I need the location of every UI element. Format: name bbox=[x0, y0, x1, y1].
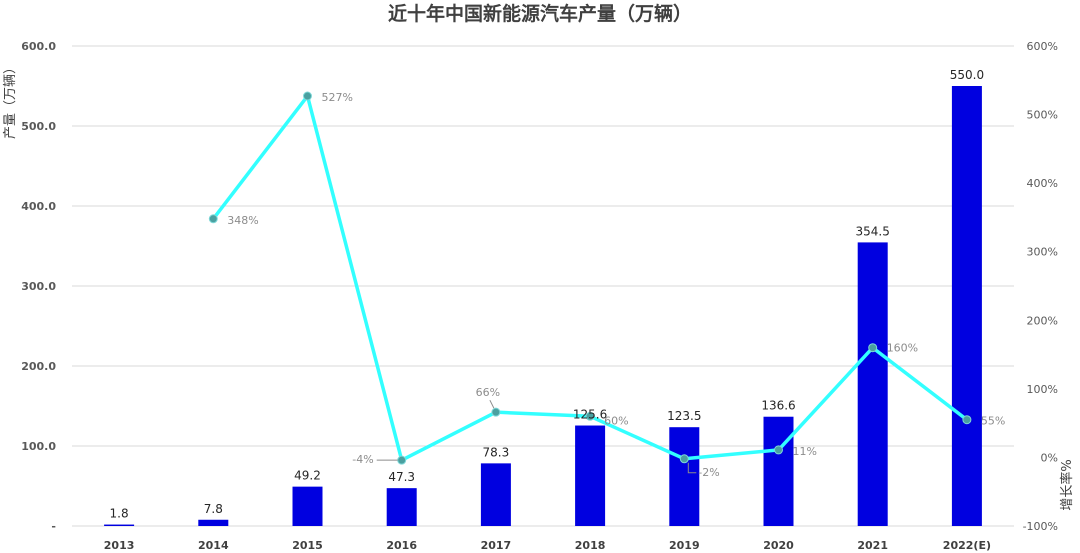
bar-label: 49.2 bbox=[294, 469, 321, 483]
line-point bbox=[303, 91, 312, 101]
right-tick-label: 200% bbox=[1027, 314, 1058, 327]
line-label: 60% bbox=[604, 414, 628, 427]
gridlines bbox=[72, 45, 1014, 527]
bar bbox=[386, 488, 417, 526]
bar bbox=[857, 242, 888, 526]
bar bbox=[198, 519, 229, 526]
bar-label: 136.6 bbox=[761, 399, 795, 413]
line-label: 160% bbox=[887, 342, 918, 355]
right-tick-label: -100% bbox=[1023, 520, 1058, 533]
left-axis-ticks: - 100.0 200.0 300.0 400.0 500.0 600.0 bbox=[21, 40, 56, 533]
x-tick-label: 2022(E) bbox=[943, 539, 991, 552]
right-tick-label: 100% bbox=[1027, 383, 1058, 396]
left-tick-label: 600.0 bbox=[21, 40, 56, 53]
line-label: 55% bbox=[981, 415, 1005, 428]
bar-label: 47.3 bbox=[388, 470, 415, 484]
line-label: 348% bbox=[227, 214, 258, 227]
chart-title: 近十年中国新能源汽车产量（万辆） bbox=[388, 2, 692, 25]
left-tick-label: 200.0 bbox=[21, 360, 56, 373]
x-tick-label: 2021 bbox=[857, 539, 888, 552]
bar bbox=[951, 86, 982, 526]
bar bbox=[575, 425, 606, 526]
bar bbox=[104, 524, 135, 526]
bar-label: 354.5 bbox=[856, 224, 890, 238]
left-tick-label: - bbox=[51, 520, 56, 533]
right-axis-title: 增长率% bbox=[1059, 459, 1075, 510]
line-point bbox=[774, 445, 783, 455]
line-point bbox=[397, 455, 407, 465]
x-axis-ticks: 2013 2014 2015 2016 2017 2018 2019 2020 2021 2022… bbox=[104, 539, 991, 552]
x-tick-label: 2014 bbox=[198, 539, 229, 552]
bar bbox=[763, 416, 794, 526]
bar-label: 1.8 bbox=[110, 507, 129, 521]
bar-label: 123.5 bbox=[667, 409, 701, 423]
line-point bbox=[868, 343, 878, 353]
right-tick-label: 500% bbox=[1027, 109, 1058, 122]
x-tick-label: 2019 bbox=[669, 539, 700, 552]
bar-label: 125.6 bbox=[573, 408, 607, 422]
line-point bbox=[585, 411, 595, 421]
left-axis-title: 产量（万辆） bbox=[3, 61, 18, 139]
right-tick-label: 400% bbox=[1027, 177, 1058, 190]
right-tick-label: 0% bbox=[1041, 451, 1058, 464]
line-label: -4% bbox=[352, 453, 373, 466]
line-point bbox=[679, 454, 689, 464]
right-axis-ticks: -100% 0% 100% 200% 300% 400% 500% 600% bbox=[1023, 40, 1058, 533]
line-label: -2% bbox=[698, 466, 719, 479]
line-labels: 348% 527% -4% 66% 60% -2% 11% 160% 55% bbox=[227, 91, 1005, 479]
right-tick-label: 600% bbox=[1027, 40, 1058, 53]
left-tick-label: 100.0 bbox=[21, 440, 56, 453]
line-label: 66% bbox=[476, 386, 500, 399]
bar-series bbox=[104, 86, 982, 526]
bar-label: 550.0 bbox=[950, 68, 984, 82]
x-tick-label: 2015 bbox=[292, 539, 323, 552]
right-tick-label: 300% bbox=[1027, 246, 1058, 259]
line-point bbox=[491, 407, 501, 417]
x-tick-label: 2016 bbox=[386, 539, 417, 552]
bar bbox=[669, 427, 700, 526]
bar bbox=[292, 486, 323, 526]
bar bbox=[480, 463, 511, 526]
line-series bbox=[208, 91, 972, 465]
line-label: 527% bbox=[322, 91, 353, 104]
left-tick-label: 500.0 bbox=[21, 120, 56, 133]
label-leader bbox=[687, 462, 697, 474]
x-tick-label: 2013 bbox=[104, 539, 135, 552]
bar-label: 78.3 bbox=[483, 445, 510, 459]
x-tick-label: 2018 bbox=[575, 539, 606, 552]
x-tick-label: 2020 bbox=[763, 539, 794, 552]
left-tick-label: 400.0 bbox=[21, 200, 56, 213]
bar-labels: 1.8 7.8 49.2 47.3 78.3 125.6 123.5 136.6 354.5 55… bbox=[110, 68, 985, 521]
left-tick-label: 300.0 bbox=[21, 280, 56, 293]
line-point bbox=[962, 415, 972, 425]
growth-line bbox=[211, 94, 968, 462]
label-leader bbox=[489, 399, 495, 409]
x-tick-label: 2017 bbox=[481, 539, 512, 552]
line-label: 11% bbox=[793, 445, 817, 458]
line-point bbox=[208, 214, 218, 224]
bar-label: 7.8 bbox=[204, 502, 223, 516]
